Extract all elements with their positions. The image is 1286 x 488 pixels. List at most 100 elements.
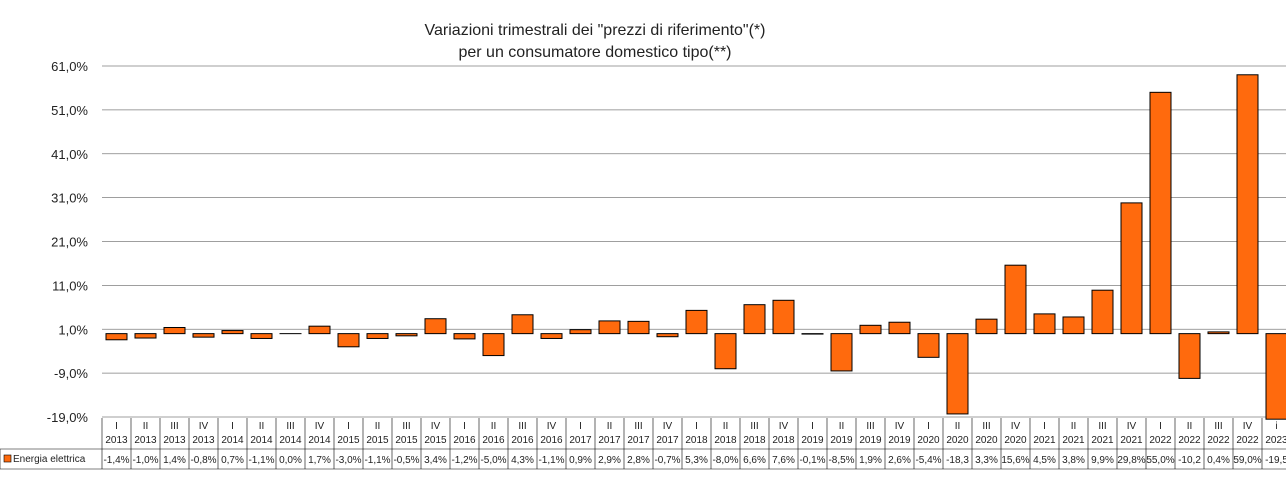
y-tick-label: 51,0% (51, 103, 88, 118)
legend-label: Energia elettrica (13, 454, 86, 465)
x-tick-year: 2015 (366, 435, 389, 446)
x-tick-quarter: I (695, 421, 698, 432)
x-tick-year: 2014 (221, 435, 244, 446)
data-label: 4,3% (511, 455, 534, 466)
bar (395, 333, 418, 337)
bar (830, 333, 853, 372)
data-label: 3,3% (975, 455, 998, 466)
x-tick-year: 2014 (279, 435, 302, 446)
chart-title: Variazioni trimestrali dei "prezzi di ri… (425, 22, 766, 39)
x-tick-quarter: II (1187, 421, 1193, 432)
data-label: 1,9% (859, 455, 882, 466)
x-tick-year: 2022 (1236, 435, 1259, 446)
bar (1004, 264, 1027, 335)
x-tick-year: 2014 (308, 435, 331, 446)
x-tick-year: 2017 (569, 435, 592, 446)
x-tick-year: 2016 (453, 435, 476, 446)
x-tick-quarter: IV (1127, 421, 1137, 432)
x-tick-year: 2013 (192, 435, 215, 446)
x-tick-quarter: II (143, 421, 149, 432)
x-tick-year: 2019 (830, 435, 853, 446)
x-tick-year: 2017 (627, 435, 650, 446)
bar (1265, 333, 1286, 420)
x-tick-year: 2019 (801, 435, 824, 446)
x-tick-quarter: III (634, 421, 642, 432)
bar (1091, 289, 1114, 335)
x-tick-quarter: III (1214, 421, 1222, 432)
bar (859, 324, 882, 335)
bar (1033, 313, 1056, 335)
data-label: -1,2% (451, 455, 477, 466)
x-tick-quarter: i (1275, 421, 1277, 432)
bar (134, 333, 157, 339)
data-label: 5,3% (685, 455, 708, 466)
x-tick-year: 2013 (105, 435, 128, 446)
data-label: -0,7% (654, 455, 680, 466)
data-label: -1,0% (132, 455, 158, 466)
data-label: 4,5% (1033, 455, 1056, 466)
bar (627, 320, 650, 335)
x-tick-quarter: III (866, 421, 874, 432)
data-label: -19,5 (1265, 455, 1286, 466)
data-label: 1,7% (308, 455, 331, 466)
bar (685, 309, 708, 335)
x-tick-year: 2018 (714, 435, 737, 446)
x-tick-quarter: II (375, 421, 381, 432)
bar (1178, 333, 1201, 379)
y-tick-label: -19,0% (47, 410, 89, 425)
x-tick-quarter: I (347, 421, 350, 432)
x-tick-year: 2022 (1178, 435, 1201, 446)
x-tick-year: 2015 (337, 435, 360, 446)
bar (917, 333, 940, 358)
x-tick-year: 2018 (772, 435, 795, 446)
data-label: 3,8% (1062, 455, 1085, 466)
x-tick-year: 2018 (685, 435, 708, 446)
x-tick-quarter: IV (779, 421, 789, 432)
data-label: -1,1% (248, 455, 274, 466)
bar (337, 333, 360, 348)
x-tick-quarter: I (811, 421, 814, 432)
x-tick-quarter: II (607, 421, 613, 432)
data-label: 9,9% (1091, 455, 1114, 466)
bar (888, 321, 911, 335)
x-tick-year: 2022 (1149, 435, 1172, 446)
x-tick-quarter: III (170, 421, 178, 432)
x-tick-year: 2013 (134, 435, 157, 446)
x-tick-year: 2020 (917, 435, 940, 446)
y-tick-label: 31,0% (51, 191, 88, 206)
x-tick-year: 2021 (1091, 435, 1114, 446)
data-table: Energia elettrica I2013-1,4%II2013-1,0%I… (0, 418, 1286, 470)
x-tick-quarter: IV (199, 421, 209, 432)
data-label: -8,5% (828, 455, 854, 466)
bar (192, 333, 215, 338)
x-tick-year: 2015 (424, 435, 447, 446)
y-tick-label: 61,0% (51, 59, 88, 74)
y-tick-label: 1,0% (58, 322, 88, 337)
x-tick-quarter: II (1071, 421, 1077, 432)
data-label: 0,7% (221, 455, 244, 466)
bar (424, 318, 447, 335)
x-tick-year: 2016 (511, 435, 534, 446)
x-tick-quarter: III (1098, 421, 1106, 432)
x-tick-quarter: I (1043, 421, 1046, 432)
x-tick-quarter: II (491, 421, 497, 432)
x-tick-year: 2021 (1062, 435, 1085, 446)
x-tick-quarter: III (402, 421, 410, 432)
bar (453, 333, 476, 340)
data-label: -5,0% (480, 455, 506, 466)
x-tick-quarter: IV (895, 421, 905, 432)
y-axis: 61,0% 51,0% 41,0% 31,0% 21,0% 11,0% 1,0% -9,0% -… (47, 59, 89, 425)
data-label: 0,4% (1207, 455, 1230, 466)
x-tick-quarter: II (259, 421, 265, 432)
bar (1149, 91, 1172, 335)
x-tick-year: 2018 (743, 435, 766, 446)
x-tick-quarter: III (982, 421, 990, 432)
x-tick-year: 2016 (540, 435, 563, 446)
bar (511, 314, 534, 335)
x-tick-quarter: II (955, 421, 961, 432)
x-tick-year: 2015 (395, 435, 418, 446)
y-tick-label: 11,0% (52, 278, 88, 293)
data-label: -18,3 (946, 455, 969, 466)
x-tick-year: 2020 (946, 435, 969, 446)
